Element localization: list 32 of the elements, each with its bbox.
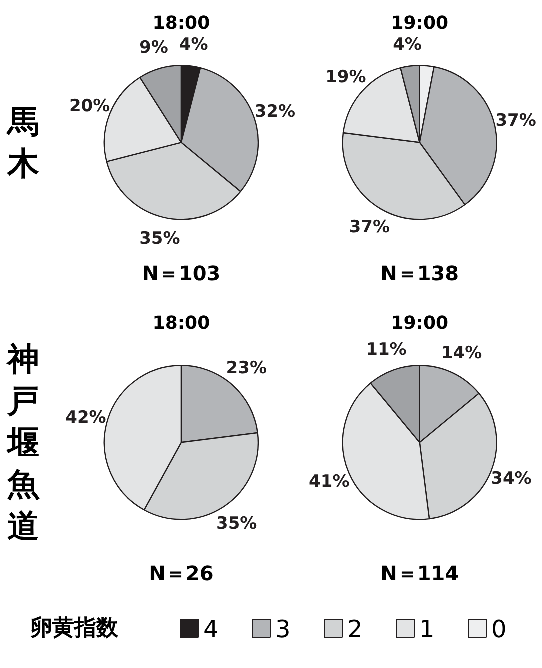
data-label: 34% <box>491 468 532 489</box>
chart-title: 19:00 <box>391 12 448 34</box>
data-label: 9% <box>140 38 168 58</box>
chart-title: 18:00 <box>152 12 210 34</box>
data-label: 37% <box>349 217 390 238</box>
legend-label: 2 <box>348 616 363 644</box>
data-label: 41% <box>309 472 350 492</box>
legend-label: 1 <box>420 616 435 644</box>
data-label: 20% <box>69 96 110 116</box>
legend-label: 0 <box>492 616 507 644</box>
data-label: 35% <box>140 228 180 249</box>
data-label: 14% <box>441 343 482 364</box>
data-label: 42% <box>66 408 106 428</box>
data-label: 32% <box>254 102 296 122</box>
legend-label: 4 <box>204 616 219 644</box>
legend-label: 3 <box>276 616 291 644</box>
legend-title: 卵黄指数 <box>30 616 120 641</box>
text: N＝114 <box>380 562 460 586</box>
data-label: 11% <box>366 340 407 360</box>
text: 馬木 <box>6 102 40 183</box>
text: N＝26 <box>149 562 214 586</box>
data-label: 4% <box>393 34 422 55</box>
data-label: 4% <box>179 34 208 55</box>
chart-title: 18:00 <box>152 312 210 334</box>
data-label: 19% <box>326 67 366 88</box>
text: N＝138 <box>380 262 460 286</box>
text: N＝103 <box>142 262 221 286</box>
text: 神戸堰魚道 <box>6 340 41 546</box>
data-label: 37% <box>496 111 536 132</box>
chart-title: 19:00 <box>391 312 448 334</box>
data-label: 23% <box>226 358 267 379</box>
data-label: 35% <box>216 514 258 534</box>
